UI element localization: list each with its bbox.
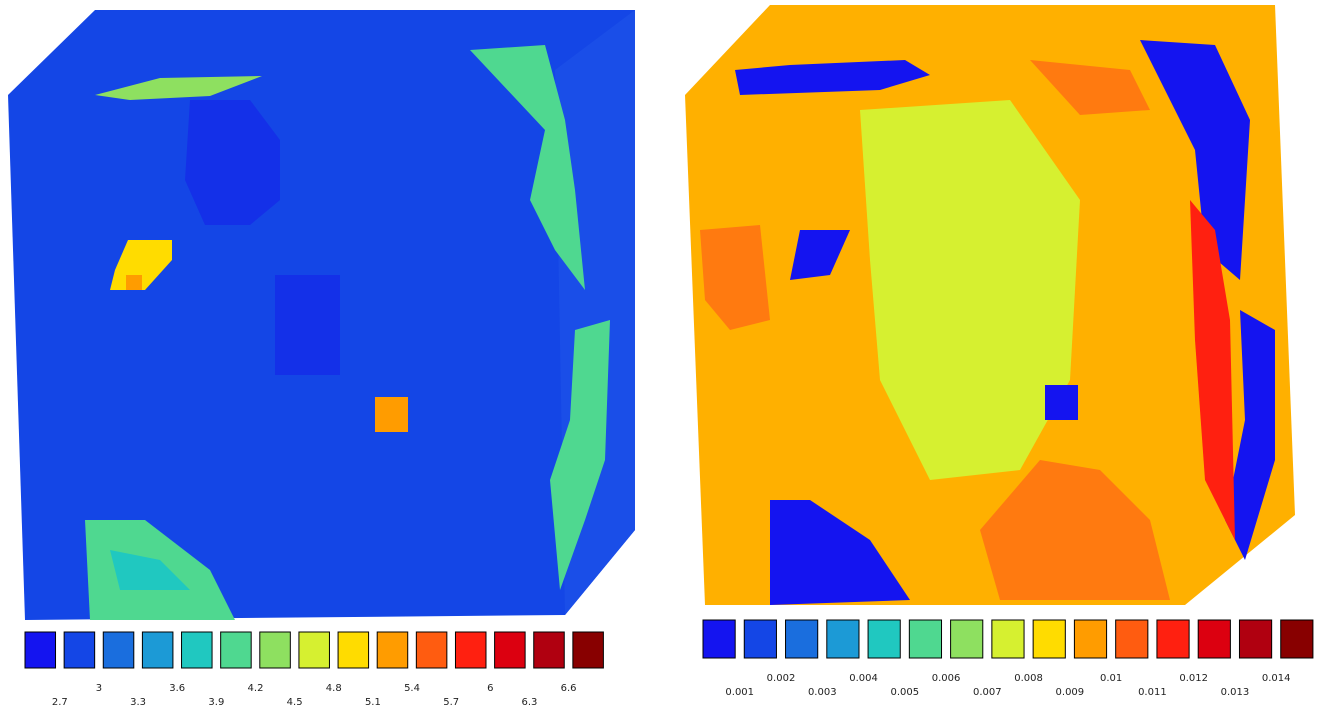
legend-label: 0.011 xyxy=(1138,687,1167,698)
legend-swatch xyxy=(908,619,943,659)
legend-label: 3.6 xyxy=(169,683,185,694)
legend-label: 0.007 xyxy=(973,687,1002,698)
legend-label: 0.008 xyxy=(1014,673,1043,684)
legend-swatch xyxy=(533,631,565,669)
patch xyxy=(470,45,585,290)
legend-label: 6.3 xyxy=(521,697,537,708)
legend-label: 0.002 xyxy=(767,673,796,684)
legend-label: 6 xyxy=(487,683,493,694)
patch xyxy=(185,100,280,225)
legend-swatch xyxy=(702,619,736,659)
legend-label: 2.7 xyxy=(52,697,68,708)
legend-swatch xyxy=(494,631,526,669)
legend-label: 4.5 xyxy=(287,697,303,708)
legend-label: 0.006 xyxy=(932,673,961,684)
patch xyxy=(860,100,1080,480)
patch xyxy=(790,230,850,280)
left-cube xyxy=(8,10,635,620)
legend-swatch xyxy=(337,631,370,669)
legend-swatch xyxy=(102,631,135,669)
legend-swatch xyxy=(785,619,819,659)
legend-label: 0.013 xyxy=(1221,687,1250,698)
patch xyxy=(110,240,172,290)
legend-swatch xyxy=(24,631,57,669)
legend-swatch xyxy=(454,631,487,669)
legend-label: 0.012 xyxy=(1179,673,1208,684)
legend-label: 5.7 xyxy=(443,697,459,708)
legend-label: 0.001 xyxy=(725,687,754,698)
legend-label: 0.005 xyxy=(890,687,919,698)
legend-swatch xyxy=(1238,619,1273,659)
patch xyxy=(770,500,910,605)
legend-swatch xyxy=(1280,619,1314,659)
legend-swatch xyxy=(259,631,291,669)
legend-label: 3 xyxy=(96,683,102,694)
legend-swatch xyxy=(298,631,330,669)
legend-label: 0.01 xyxy=(1100,673,1122,684)
patch xyxy=(1045,385,1078,420)
right-cube xyxy=(685,5,1295,605)
legend-swatch xyxy=(141,631,174,669)
patch xyxy=(550,320,610,590)
legend-label: 0.014 xyxy=(1262,673,1291,684)
legend-swatch xyxy=(1156,619,1190,659)
legend-swatch xyxy=(1115,619,1149,659)
legend-swatch xyxy=(826,619,860,659)
legend-swatch xyxy=(572,631,604,669)
patch xyxy=(1225,310,1275,560)
legend-label: 0.004 xyxy=(849,673,878,684)
legend-label: 3.3 xyxy=(130,697,146,708)
patch xyxy=(126,275,142,290)
legend-swatch xyxy=(991,619,1025,659)
patch xyxy=(980,460,1170,600)
legend-swatch xyxy=(376,631,409,669)
legend-label: 0.009 xyxy=(1056,687,1085,698)
patch xyxy=(700,225,770,330)
legend-label: 4.8 xyxy=(326,683,342,694)
legend-swatch xyxy=(415,631,448,669)
patch xyxy=(1190,200,1235,540)
legend-label: 4.2 xyxy=(248,683,264,694)
legend-swatch xyxy=(950,619,984,659)
legend-swatch xyxy=(63,631,96,669)
patch xyxy=(275,275,340,375)
patch xyxy=(375,397,408,432)
legend-label: 0.003 xyxy=(808,687,837,698)
patch xyxy=(110,550,190,590)
legend-label: 5.1 xyxy=(365,697,381,708)
legend-swatch xyxy=(867,619,901,659)
legend-swatch xyxy=(1073,619,1108,659)
legend-swatch xyxy=(1197,619,1231,659)
legend-swatch xyxy=(743,619,777,659)
patch xyxy=(1030,60,1150,115)
legend-label: 3.9 xyxy=(208,697,224,708)
legend-swatch xyxy=(1032,619,1066,659)
legend-swatch xyxy=(181,631,213,669)
legend-label: 5.4 xyxy=(404,683,420,694)
patch xyxy=(1140,40,1250,280)
patch xyxy=(95,76,262,100)
legend-label: 6.6 xyxy=(561,683,577,694)
patch xyxy=(735,60,930,95)
legend-swatch xyxy=(220,631,252,669)
